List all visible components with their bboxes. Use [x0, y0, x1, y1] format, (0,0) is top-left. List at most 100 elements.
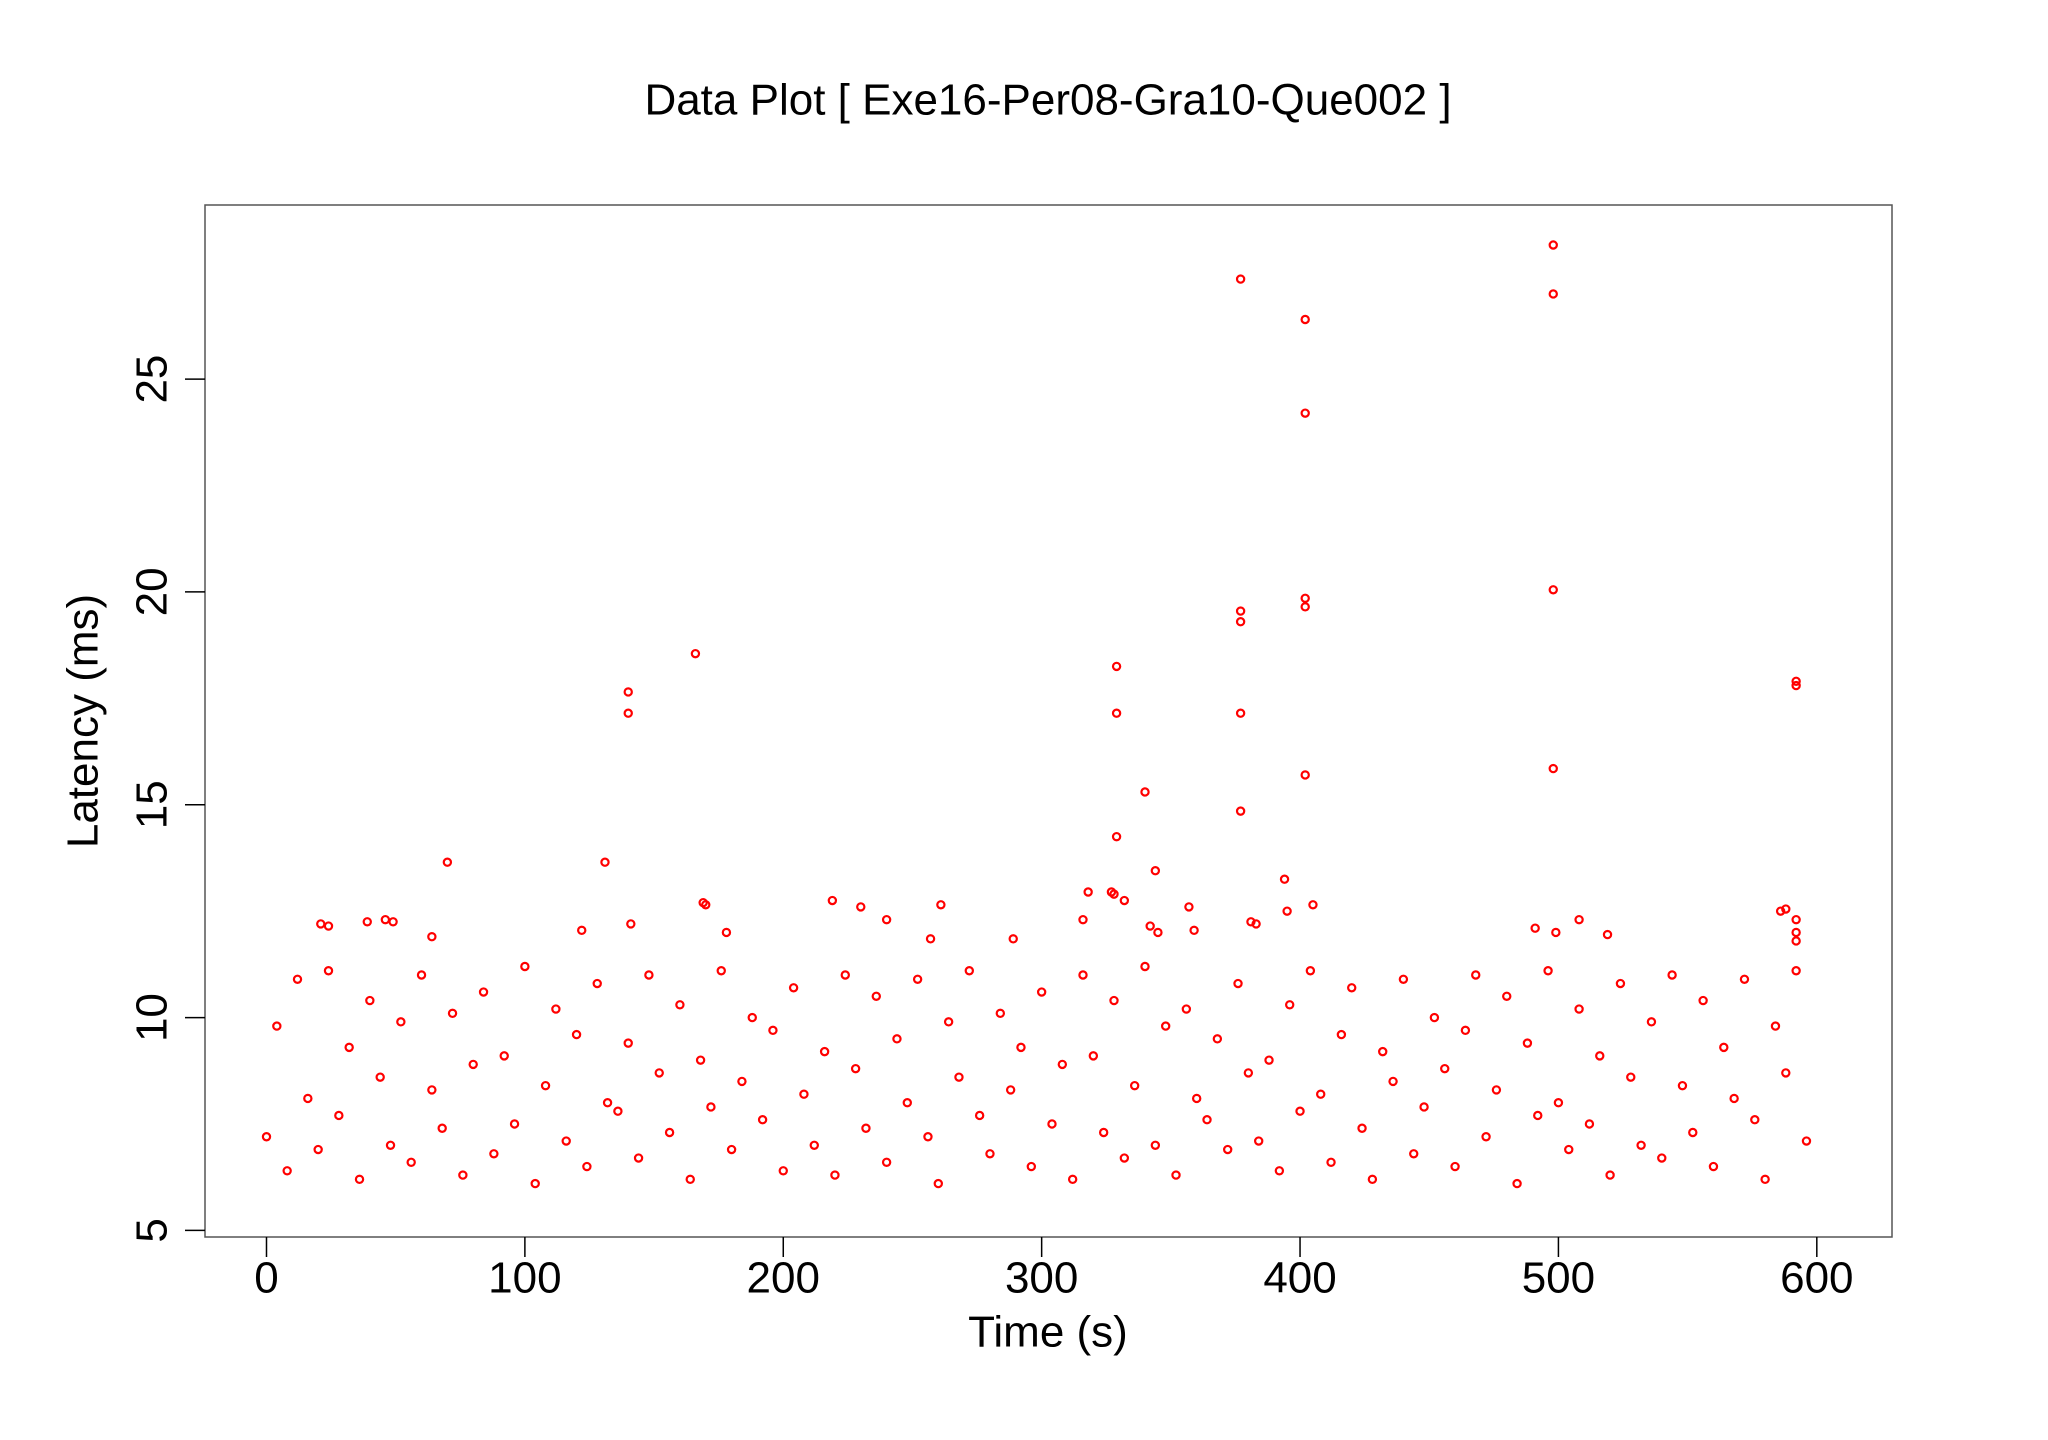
- point: [499, 1051, 509, 1061]
- point: [1450, 1161, 1460, 1172]
- point: [1274, 1166, 1285, 1176]
- x-tick-label: 200: [747, 1254, 820, 1303]
- point: [1543, 966, 1553, 976]
- point: [1282, 906, 1292, 916]
- point: [380, 914, 391, 925]
- point: [1522, 1038, 1533, 1048]
- point: [323, 966, 334, 976]
- point: [396, 1017, 406, 1027]
- point: [933, 1178, 943, 1189]
- point: [1367, 1174, 1378, 1185]
- point: [468, 1059, 478, 1070]
- point: [1615, 978, 1626, 989]
- x-tick-label: 300: [1005, 1254, 1078, 1303]
- point: [1300, 408, 1310, 418]
- point: [292, 974, 303, 984]
- point: [1098, 1127, 1109, 1138]
- point: [995, 1008, 1006, 1019]
- point: [1502, 991, 1512, 1001]
- point: [892, 1034, 902, 1044]
- point: [1235, 606, 1246, 616]
- point: [768, 1025, 778, 1036]
- point: [1512, 1178, 1522, 1189]
- point: [1235, 274, 1246, 284]
- point: [1016, 1042, 1026, 1053]
- point: [1109, 889, 1119, 899]
- point: [809, 1140, 819, 1150]
- point: [1801, 1136, 1812, 1146]
- point: [602, 1098, 613, 1108]
- point: [272, 1021, 282, 1031]
- point: [1111, 708, 1122, 718]
- point: [644, 970, 654, 980]
- point: [1564, 1144, 1574, 1155]
- point: [819, 1046, 830, 1057]
- point: [985, 1149, 995, 1159]
- point: [1083, 887, 1093, 897]
- point: [1770, 1021, 1781, 1031]
- point: [1471, 970, 1481, 980]
- point: [427, 1085, 437, 1095]
- point: [1419, 1102, 1429, 1112]
- point: [362, 917, 372, 927]
- x-axis-label: Time (s): [968, 1308, 1128, 1357]
- point: [1440, 1063, 1450, 1074]
- point: [375, 1072, 385, 1082]
- point: [1111, 661, 1122, 672]
- point: [1548, 585, 1558, 595]
- point: [974, 1110, 985, 1121]
- y-tick-label: 15: [128, 780, 177, 829]
- point: [1279, 874, 1290, 884]
- point: [1491, 1085, 1502, 1095]
- x-tick-label: 500: [1522, 1254, 1595, 1303]
- point: [701, 900, 711, 910]
- point: [1171, 1170, 1181, 1180]
- point: [1300, 602, 1310, 612]
- point: [478, 987, 489, 997]
- point: [313, 1144, 323, 1155]
- point: [582, 1161, 592, 1172]
- y-tick-label: 25: [128, 355, 177, 404]
- point: [936, 900, 946, 910]
- point: [1088, 1051, 1099, 1061]
- point: [871, 991, 881, 1001]
- point: [1160, 1021, 1171, 1031]
- point: [592, 978, 602, 989]
- point: [1791, 966, 1801, 976]
- point: [1140, 787, 1150, 797]
- plot-frame: [204, 204, 1893, 1238]
- point: [385, 1140, 396, 1150]
- y-tick-label: 20: [128, 567, 177, 616]
- point: [716, 966, 726, 976]
- point: [1533, 1110, 1543, 1121]
- point: [1781, 904, 1791, 914]
- point: [1551, 927, 1561, 938]
- point: [1409, 1149, 1419, 1159]
- point: [1719, 1042, 1729, 1053]
- point: [623, 1038, 633, 1048]
- point: [458, 1170, 468, 1180]
- point: [757, 1115, 768, 1125]
- point: [923, 1132, 933, 1142]
- point: [902, 1098, 912, 1108]
- point: [365, 995, 375, 1006]
- point: [1326, 1157, 1336, 1167]
- point: [1119, 895, 1130, 906]
- point: [1235, 708, 1246, 718]
- point: [437, 1123, 447, 1133]
- point: [520, 961, 530, 972]
- point: [388, 917, 398, 927]
- point: [1750, 1115, 1760, 1125]
- point: [1574, 1004, 1584, 1014]
- point: [1602, 929, 1613, 940]
- point: [726, 1144, 737, 1155]
- point: [354, 1174, 365, 1185]
- point: [1191, 1093, 1202, 1104]
- point: [551, 1004, 561, 1014]
- point: [1264, 1055, 1274, 1065]
- point: [1781, 1068, 1791, 1078]
- y-tick-label: 5: [128, 1218, 177, 1242]
- point: [509, 1119, 520, 1129]
- point: [1150, 866, 1161, 876]
- point: [571, 1029, 582, 1040]
